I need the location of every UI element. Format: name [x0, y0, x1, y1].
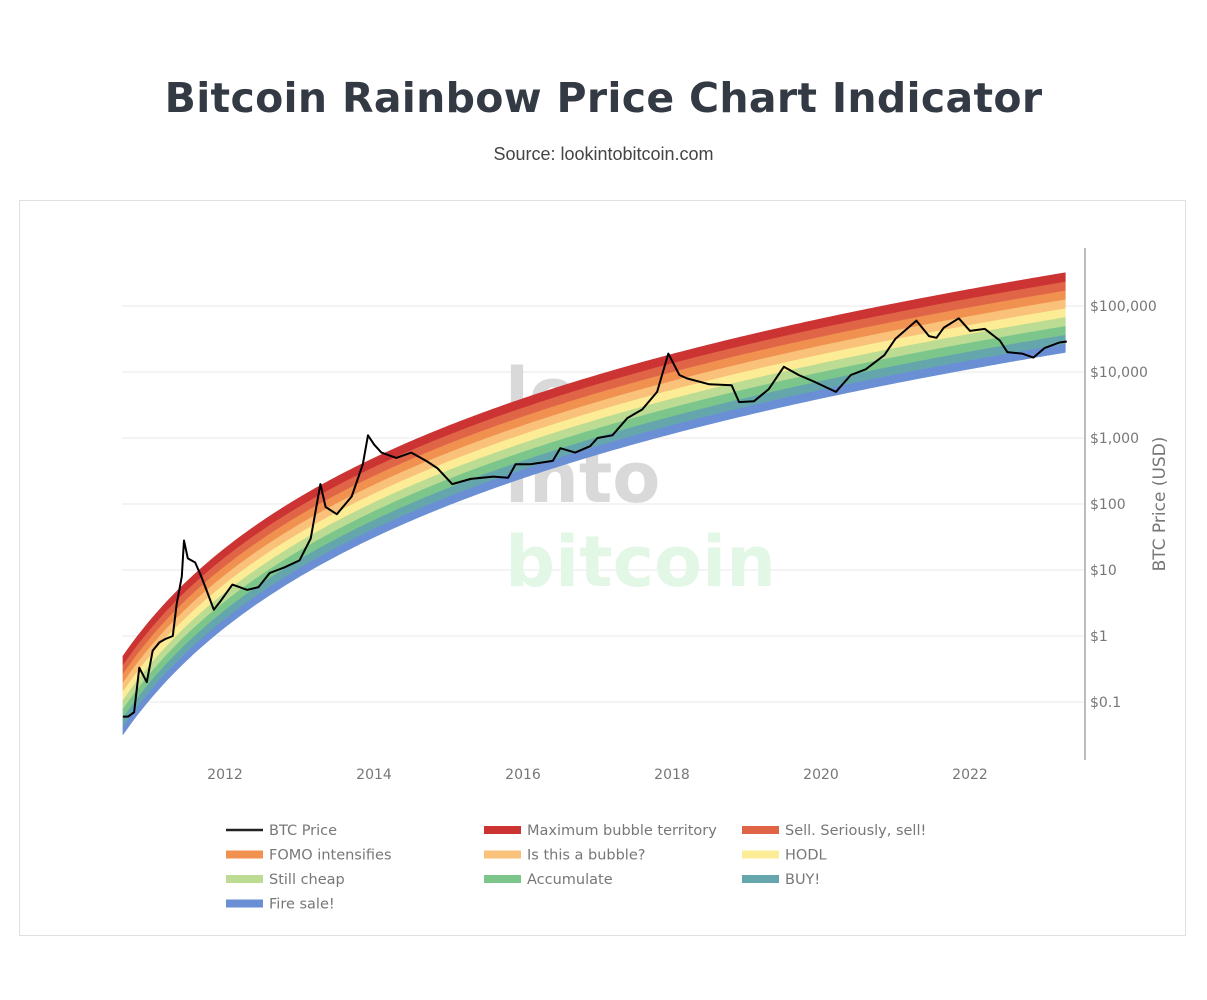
- x-tick-label: 2022: [952, 767, 988, 783]
- y-tick-label: $100: [1090, 497, 1126, 513]
- watermark-text: bitcoin: [505, 521, 776, 603]
- legend-swatch: [742, 850, 779, 859]
- x-tick-label: 2018: [654, 767, 690, 783]
- page-title: Bitcoin Rainbow Price Chart Indicator: [164, 74, 1043, 122]
- y-tick-label: $10,000: [1090, 365, 1148, 381]
- legend-swatch: [742, 875, 779, 883]
- y-tick-label: $1,000: [1090, 431, 1139, 447]
- legend-label: BUY!: [785, 872, 820, 888]
- legend-label: Still cheap: [269, 872, 345, 888]
- source-caption: Source: lookintobitcoin.com: [493, 144, 714, 164]
- legend-swatch: [226, 875, 263, 883]
- legend-label: FOMO intensifies: [269, 848, 392, 864]
- legend-label: Accumulate: [527, 872, 613, 888]
- legend-label: Fire sale!: [269, 897, 335, 913]
- x-tick-label: 2012: [207, 767, 243, 783]
- legend-swatch: [226, 850, 263, 859]
- legend-swatch: [226, 899, 263, 908]
- y-tick-label: $100,000: [1090, 299, 1157, 315]
- band-maximum-bubble-territory: [122, 272, 1066, 666]
- x-tick-label: 2016: [505, 767, 541, 783]
- legend-swatch: [484, 850, 521, 859]
- legend-swatch: [484, 826, 521, 834]
- y-axis-label: BTC Price (USD): [1150, 437, 1170, 572]
- x-tick-label: 2020: [803, 767, 839, 783]
- x-tick-label: 2014: [356, 767, 392, 783]
- y-tick-label: $1: [1090, 629, 1108, 645]
- legend-label: Sell. Seriously, sell!: [785, 823, 926, 839]
- legend-label: HODL: [785, 848, 827, 864]
- chart-card: [19, 200, 1186, 936]
- y-tick-label: $10: [1090, 563, 1117, 579]
- legend-swatch: [742, 826, 779, 834]
- legend-label: Is this a bubble?: [527, 848, 645, 864]
- btc-price-line: [122, 317, 1067, 718]
- legend-swatch: [484, 875, 521, 883]
- legend-label: BTC Price: [269, 823, 337, 839]
- y-tick-label: $0.1: [1090, 695, 1121, 711]
- legend-label: Maximum bubble territory: [527, 823, 717, 839]
